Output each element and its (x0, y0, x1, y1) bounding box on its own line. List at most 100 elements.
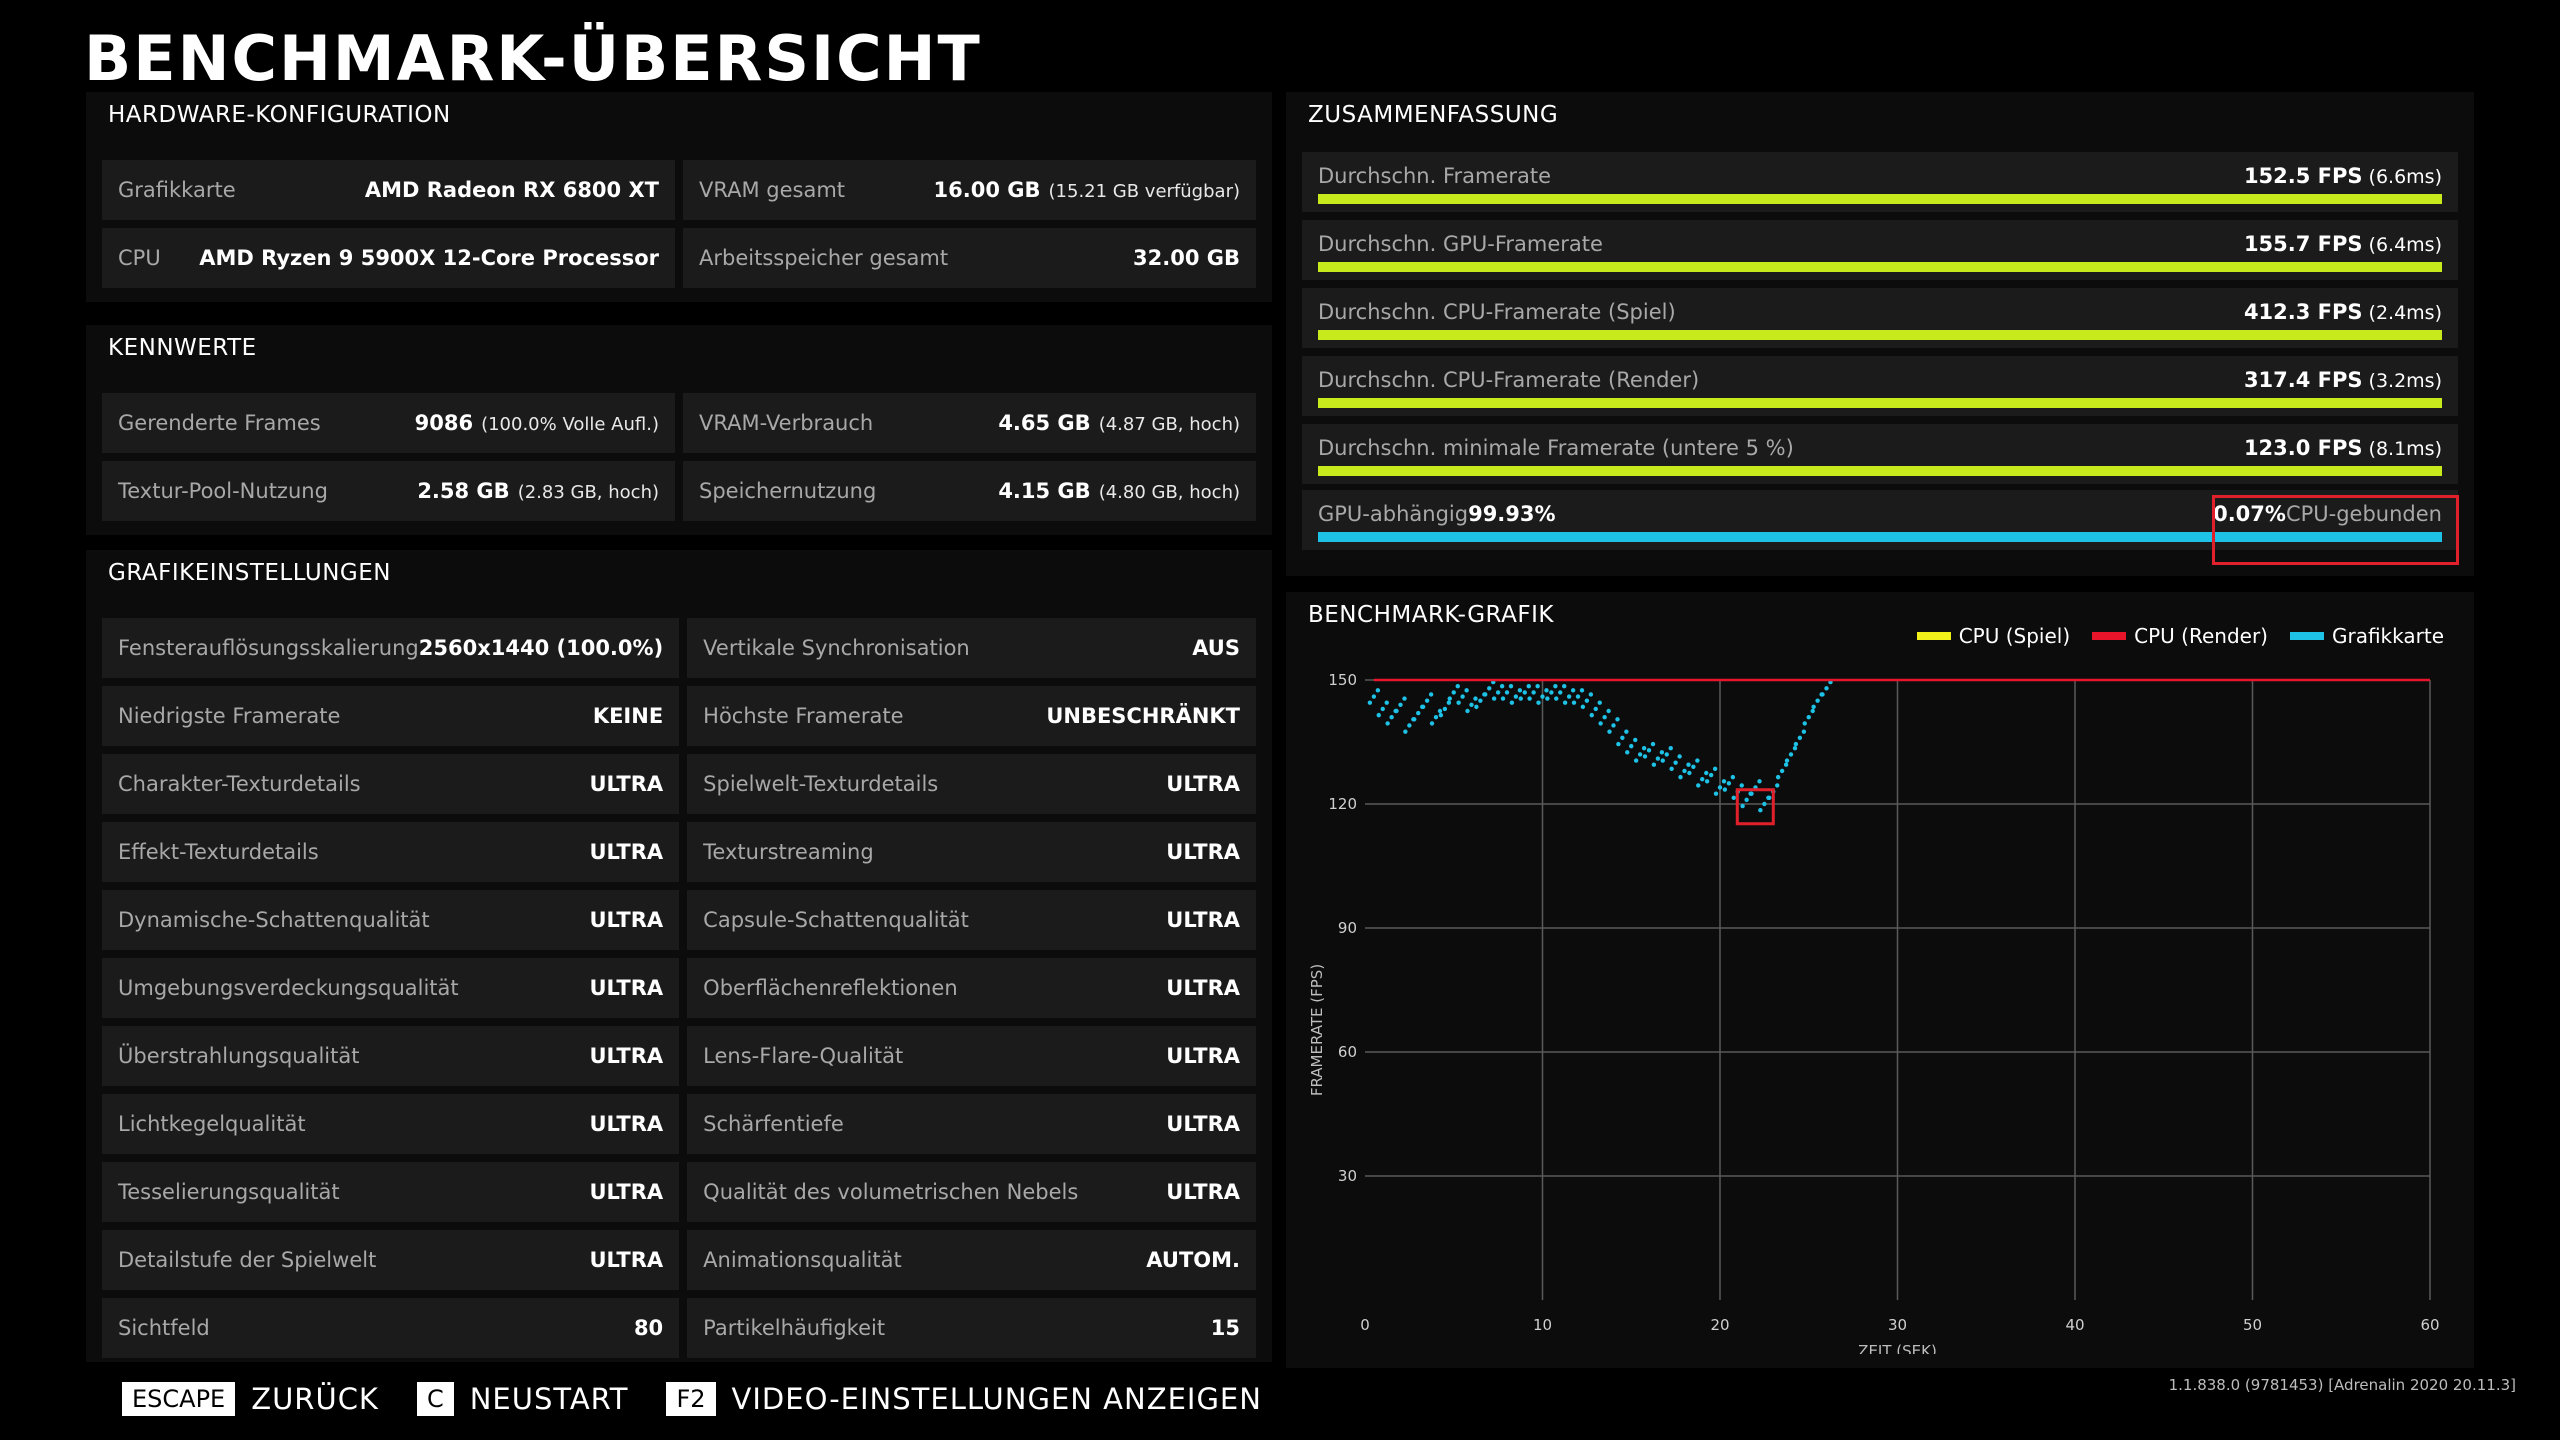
kw-cell-frames: Gerenderte Frames 9086 (100.0% Volle Aufl.… (102, 393, 675, 453)
gpu-point (1446, 700, 1452, 705)
gpu-point (1402, 696, 1407, 701)
gpu-point (1465, 708, 1470, 714)
gpu-point (1633, 758, 1639, 763)
setting-cell: Animationsqualität AUTOM. (687, 1230, 1256, 1290)
setting-cell: Niedrigste Framerate KEINE (102, 686, 680, 746)
gpu-point (1792, 746, 1798, 751)
legend-gpu: Grafikkarte (2289, 624, 2444, 648)
setting-cell: Detailstufe der Spielwelt ULTRA (102, 1230, 680, 1290)
gpu-point (1558, 690, 1563, 695)
setting-cell: Überstrahlungsqualität ULTRA (102, 1026, 680, 1086)
setting-cell: Umgebungsverdeckungsqualität ULTRA (102, 958, 680, 1018)
gpu-point (1549, 690, 1554, 695)
gpu-point (1659, 750, 1665, 755)
gpu-point (1407, 723, 1412, 728)
gpu-point (1442, 706, 1448, 712)
gpu-point (1655, 756, 1661, 761)
gpu-point (1385, 721, 1390, 726)
gpu-point (1641, 746, 1647, 751)
gpu-point (1438, 712, 1444, 718)
y-tick-label: 30 (1338, 1167, 1357, 1185)
graph-heading: BENCHMARK-GRAFIK (1308, 602, 1554, 628)
gpu-point (1495, 690, 1501, 695)
gpu-point (1775, 783, 1780, 788)
gpu-point (1424, 698, 1430, 703)
cpu-bound-highlight (2212, 495, 2459, 565)
gpu-point (1806, 715, 1811, 720)
gpu-point (1380, 706, 1385, 712)
gpu-point (1593, 706, 1598, 712)
gpu-point (1499, 684, 1505, 689)
gpu-point (1633, 737, 1638, 743)
y-tick-label: 90 (1338, 919, 1357, 937)
gpu-point (1696, 783, 1701, 788)
gpu-point (1784, 758, 1790, 763)
gpu-point (1677, 754, 1682, 759)
restart-button[interactable]: NEUSTART (469, 1382, 629, 1416)
gpu-point (1584, 698, 1590, 703)
gpu-point (1437, 708, 1443, 714)
gpu-point (1469, 702, 1474, 707)
summary-row: Durchschn. Framerate 152.5 FPS (6.6ms) (1302, 152, 2458, 212)
kw-cell-memory: Speichernutzung 4.15 GB (4.80 GB, hoch) (683, 461, 1256, 521)
video-settings-button[interactable]: VIDEO-EINSTELLUNGEN ANZEIGEN (731, 1382, 1262, 1416)
gpu-point (1545, 696, 1550, 701)
gpu-point (1629, 743, 1634, 749)
summary-row: Durchschn. minimale Framerate (untere 5 … (1302, 424, 2458, 484)
summary-bar (1318, 262, 2442, 272)
gpu-point (1553, 684, 1558, 689)
graph-legend: CPU (Spiel) CPU (Render) Grafikkarte (1916, 624, 2444, 648)
gpu-point (1509, 700, 1515, 705)
gpu-point (1602, 715, 1607, 720)
gpu-point (1801, 729, 1807, 734)
setting-cell: Dynamische-Schattenqualität ULTRA (102, 890, 680, 950)
gpu-point (1412, 717, 1417, 722)
y-tick-label: 60 (1338, 1043, 1357, 1061)
gpu-point (1580, 704, 1586, 710)
gpu-point (1566, 694, 1572, 699)
gpu-point (1740, 803, 1745, 809)
gpu-point (1513, 694, 1519, 699)
gpu-point (1749, 791, 1754, 796)
gpu-point (1704, 770, 1709, 776)
gpu-point (1682, 768, 1687, 774)
cpu-bound-value: 0.07% (2213, 502, 2286, 526)
gpu-point (1420, 704, 1426, 710)
setting-cell: Sichtfeld 80 (102, 1298, 680, 1358)
gpu-bound-bar (1318, 532, 2442, 542)
setting-cell: Charakter-Texturdetails ULTRA (102, 754, 680, 814)
page-title: BENCHMARK-ÜBERSICHT (84, 22, 982, 95)
back-button[interactable]: ZURÜCK (251, 1382, 379, 1416)
gpu-point (1762, 801, 1767, 807)
gpu-point (1673, 760, 1678, 765)
gpu-point (1669, 766, 1674, 772)
gpu-point (1637, 752, 1643, 757)
gpu-point (1650, 741, 1656, 747)
hw-cell-vram: VRAM gesamt 16.00 GB (15.21 GB verfügbar) (683, 160, 1256, 220)
gpu-point (1447, 696, 1452, 701)
gpu-point (1554, 696, 1559, 701)
gpu-point (1491, 696, 1497, 701)
summary-heading: ZUSAMMENFASSUNG (1308, 102, 1559, 128)
gpu-point (1767, 795, 1772, 800)
gpu-point (1611, 723, 1616, 728)
gpu-point (1473, 696, 1478, 701)
gpu-point (1389, 715, 1394, 720)
gpu-point (1487, 686, 1492, 691)
gpu-point (1375, 688, 1381, 693)
gpu-point (1744, 797, 1749, 803)
gpu-point (1797, 735, 1803, 741)
x-tick-label: 20 (1710, 1316, 1729, 1334)
gpu-point (1646, 748, 1652, 753)
gpu-point (1451, 690, 1456, 695)
gpu-point (1527, 696, 1532, 701)
f2-key[interactable]: F2 (666, 1382, 716, 1416)
gpu-point (1704, 779, 1710, 784)
kennwerte-panel: KENNWERTE Gerenderte Frames 9086 (100.0% V… (86, 325, 1272, 535)
x-tick-label: 10 (1533, 1316, 1552, 1334)
c-key[interactable]: C (416, 1382, 454, 1416)
gpu-point (1455, 684, 1460, 689)
hardware-panel: HARDWARE-KONFIGURATION Grafikkarte AMD Ra… (86, 92, 1272, 302)
footer-bar: ESCAPE ZURÜCK C NEUSTART F2 VIDEO-EINSTE… (122, 1382, 1300, 1416)
escape-key[interactable]: ESCAPE (122, 1382, 236, 1416)
